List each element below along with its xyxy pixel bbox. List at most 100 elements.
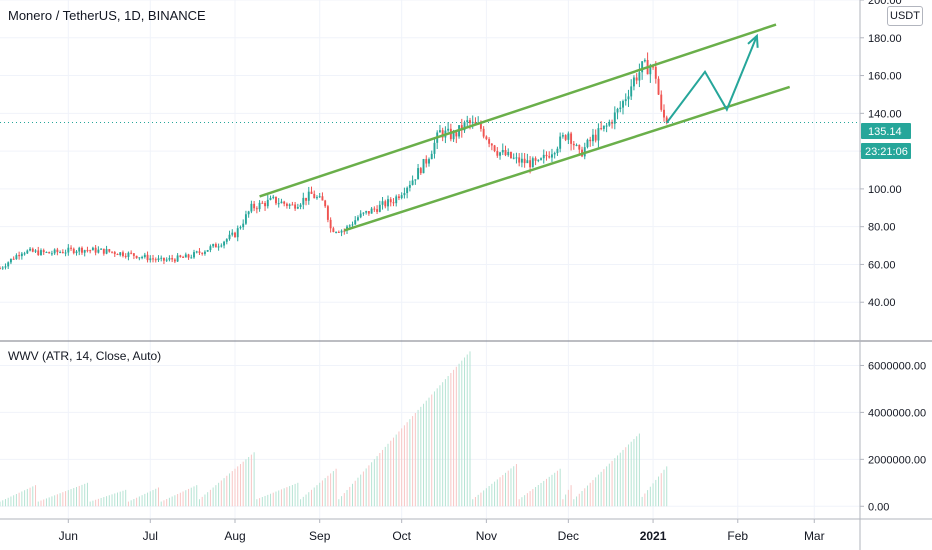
price-tick-label: 60.00 [868, 259, 896, 271]
candle-body [493, 145, 496, 152]
candle-body [438, 130, 441, 133]
candle-body [7, 262, 10, 267]
candle-body [501, 149, 504, 153]
candle-body [255, 208, 258, 210]
candle-body [285, 203, 288, 206]
candle-body [608, 121, 611, 126]
candle-body [12, 258, 15, 260]
candle-body [141, 257, 144, 259]
candle-body [269, 197, 272, 200]
candle-body [231, 232, 234, 235]
candle-body [162, 257, 165, 261]
indicator-title[interactable]: WWV (ATR, 14, Close, Auto) [8, 349, 162, 363]
candle-body [652, 66, 655, 68]
candle-body [490, 143, 493, 146]
candle-body [362, 212, 365, 214]
candle-body [515, 157, 518, 159]
candles [0, 52, 668, 270]
channel-line-lower[interactable] [343, 85, 791, 232]
candle-body [406, 187, 409, 194]
candle-body [321, 196, 324, 201]
candle-body [469, 120, 471, 124]
candle-body [277, 203, 280, 205]
candle-body [182, 256, 185, 258]
symbol-title[interactable]: Monero / TetherUS, 1D, BINANCE [8, 8, 206, 23]
candle-body [387, 199, 389, 207]
candle-body [463, 122, 466, 131]
candle-body [135, 255, 138, 259]
candle-body [236, 228, 239, 238]
candle-body [384, 201, 387, 207]
price-badge: 135.14 23:21:06 [861, 123, 911, 159]
candle-body [305, 197, 307, 201]
price-tick-label: 40.00 [868, 297, 896, 309]
candle-body [53, 249, 56, 254]
candle-body [575, 144, 578, 146]
candle-body [0, 268, 1, 270]
candle-body [441, 130, 444, 138]
candle-body [343, 230, 346, 232]
candle-body [567, 133, 570, 140]
candle-body [559, 136, 562, 149]
candle-body [29, 248, 32, 251]
candle-body [335, 231, 338, 233]
candle-body [370, 208, 373, 214]
candle-body [351, 224, 354, 226]
candle-body [165, 259, 168, 261]
candle-body [184, 254, 187, 258]
candle-body [212, 244, 215, 247]
candle-body [378, 204, 381, 212]
candle-body [266, 199, 269, 207]
time-tick-label: Jun [59, 529, 78, 543]
projection-path[interactable] [665, 33, 759, 124]
candle-body [124, 255, 127, 257]
channel-line-upper[interactable] [259, 23, 777, 198]
candle-body [479, 123, 482, 129]
candle-body [26, 250, 29, 254]
candle-body [138, 257, 141, 259]
time-axis-ticks[interactable]: Jun Jul Aug Sep Oct Nov Dec 2021 Feb Mar [59, 519, 825, 543]
candle-body [340, 230, 343, 233]
candle-body [296, 206, 299, 209]
candle-body [318, 196, 321, 198]
candle-body [283, 201, 286, 204]
candle-body [201, 252, 204, 254]
candle-body [173, 259, 176, 262]
candle-body [504, 149, 507, 156]
candle-body [392, 202, 395, 204]
candle-body [127, 252, 130, 257]
candle-body [324, 200, 327, 207]
candle-body [176, 255, 179, 262]
candle-body [83, 250, 86, 253]
channel-lines[interactable] [259, 23, 791, 232]
candle-body [168, 258, 171, 260]
candle-body [600, 128, 603, 130]
candle-body [551, 154, 553, 158]
candle-body [116, 254, 119, 256]
candle-body [214, 244, 217, 248]
candle-body [78, 247, 81, 252]
candle-body [622, 101, 624, 108]
candle-body [381, 201, 384, 205]
candle-body [572, 143, 575, 146]
volume-axis-ticks[interactable]: 0.00 2000000.00 4000000.00 6000000.00 [860, 360, 926, 513]
candle-body [67, 247, 70, 253]
candle-body [520, 158, 523, 163]
candle-body [258, 202, 261, 210]
candle-body [665, 117, 668, 123]
candle-body [20, 253, 23, 257]
candle-body [460, 125, 463, 131]
candle-body [419, 168, 422, 174]
candle-body [534, 158, 537, 161]
projection-line[interactable] [665, 35, 758, 124]
price-tick-label: 180.00 [868, 33, 902, 45]
candle-body [299, 204, 302, 207]
candle-body [638, 72, 641, 81]
candle-body [209, 246, 212, 251]
candle-body [613, 112, 616, 124]
candle-body [616, 108, 619, 113]
candle-body [512, 157, 515, 159]
candle-body [635, 77, 638, 81]
currency-badge[interactable]: USDT [887, 6, 923, 26]
candle-body [105, 249, 108, 254]
